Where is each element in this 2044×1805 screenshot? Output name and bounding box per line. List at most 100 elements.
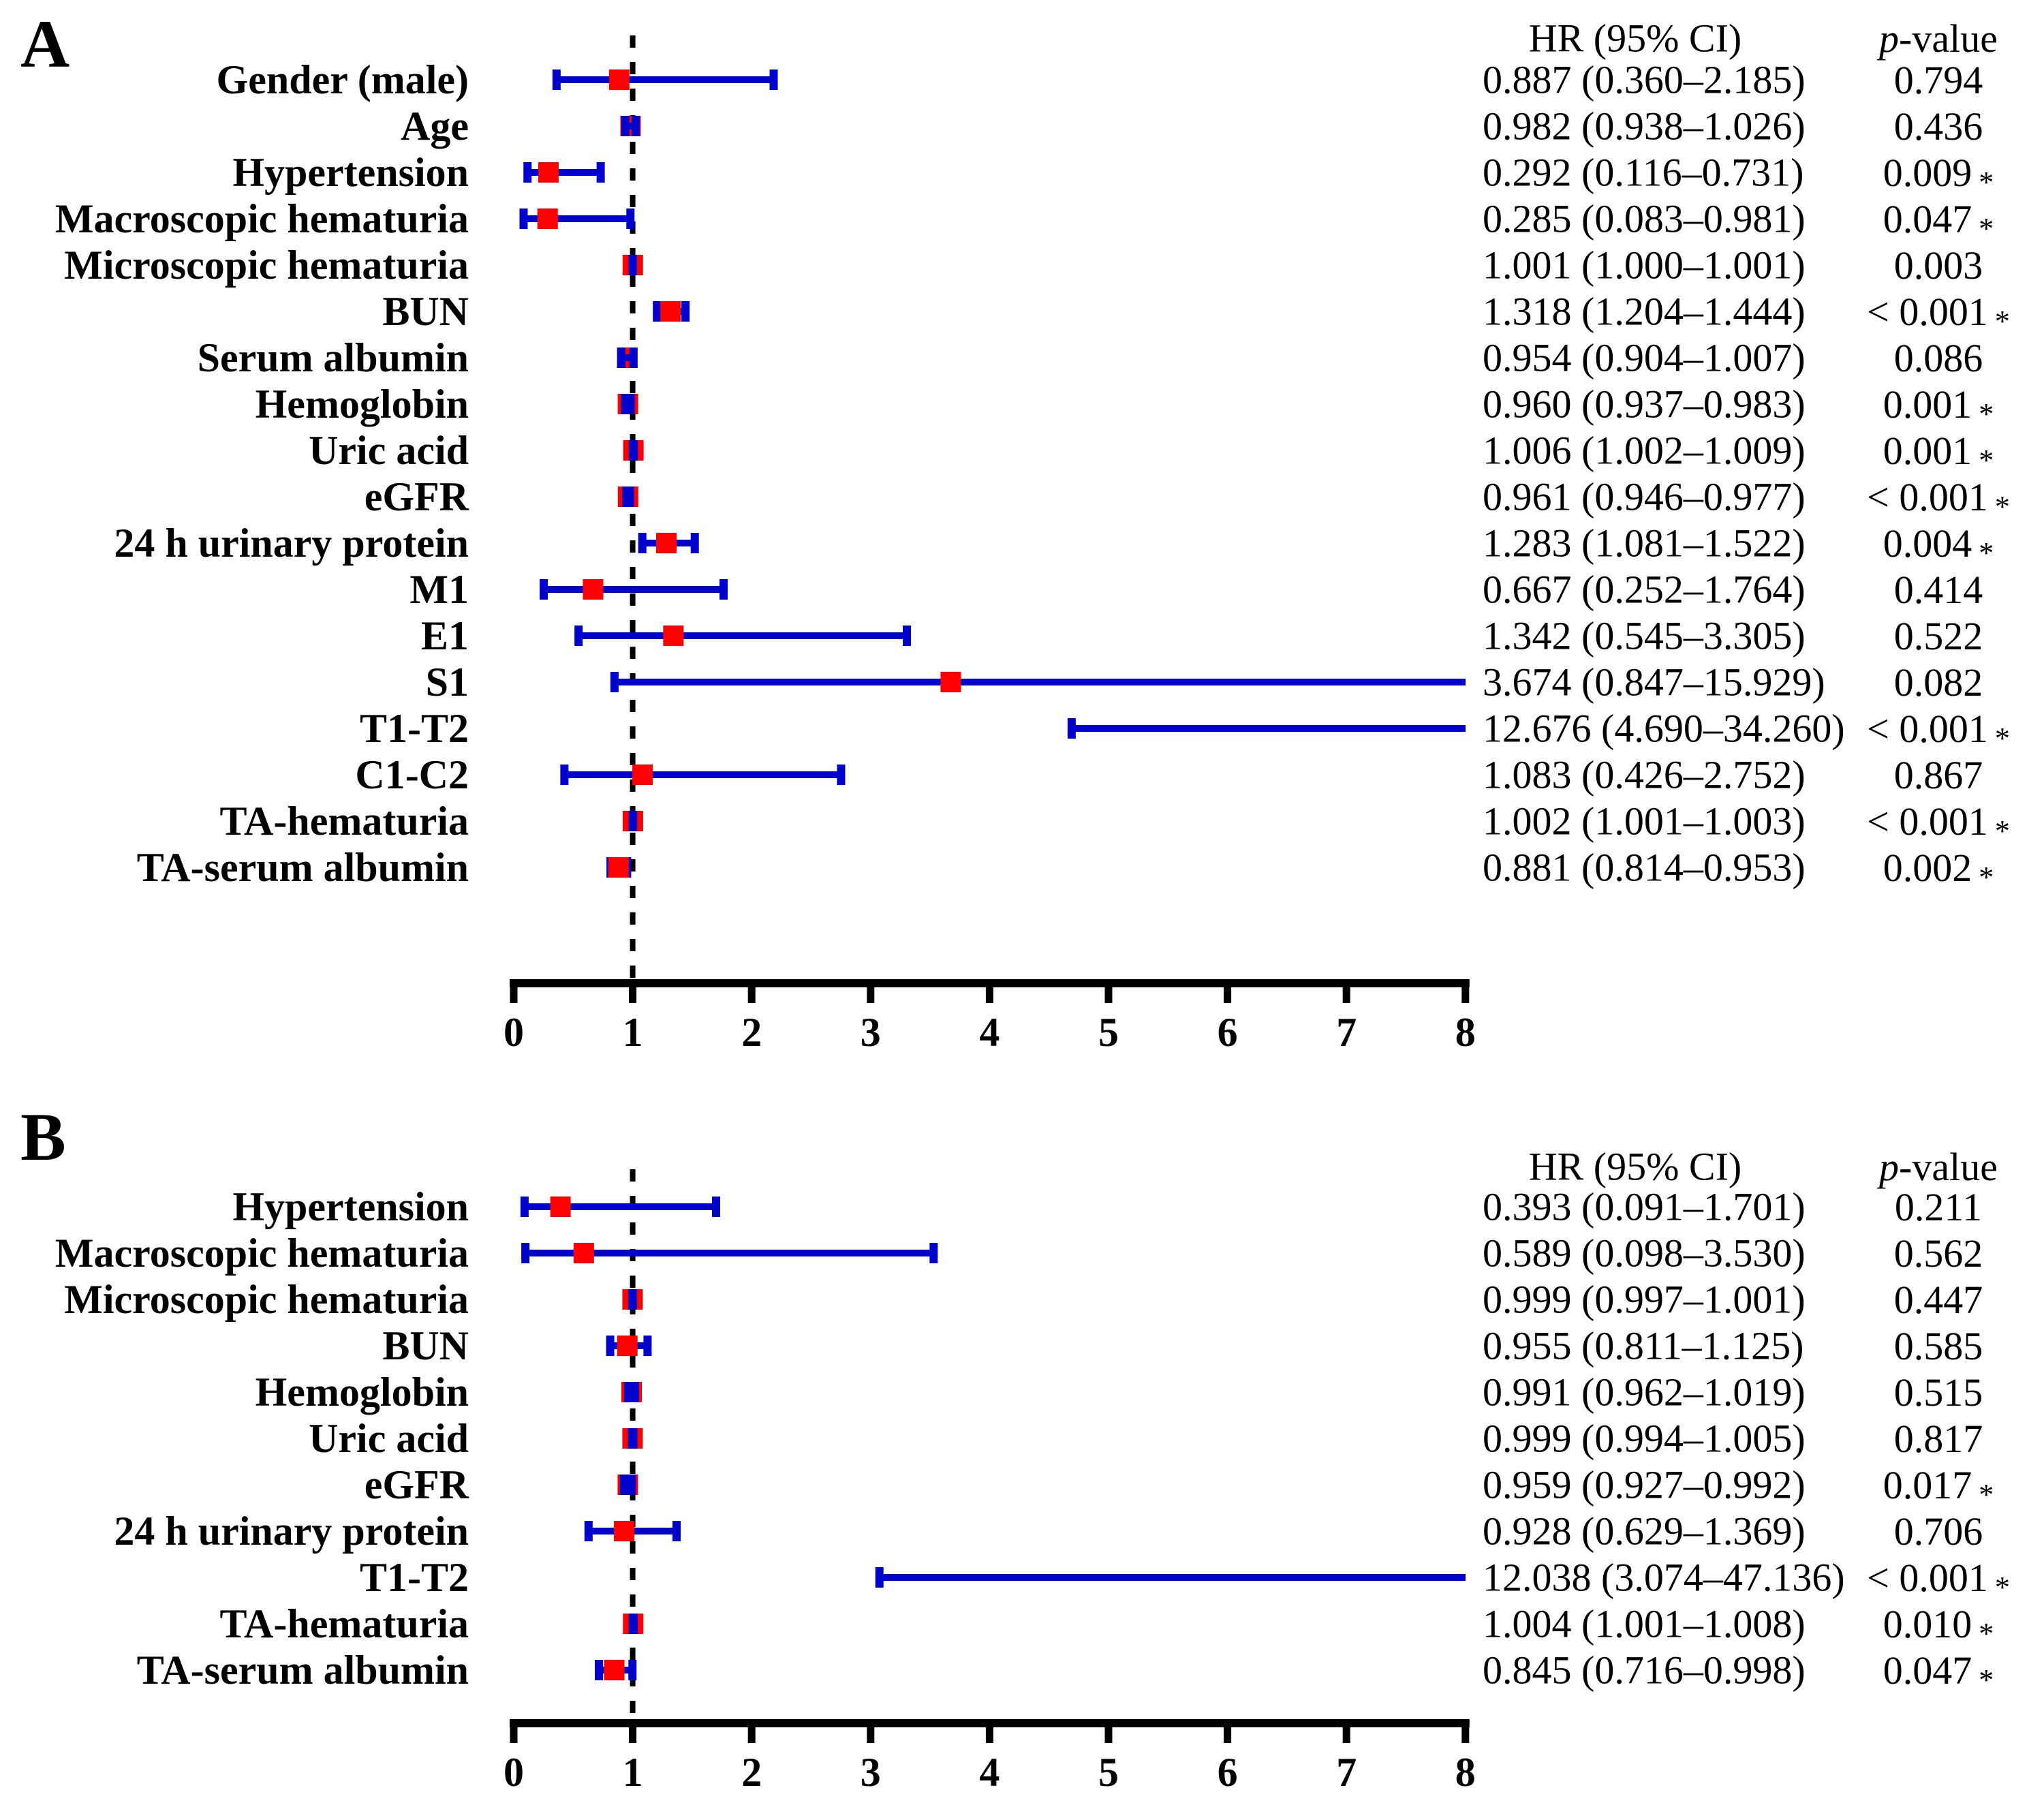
- ci-cap-left: [539, 579, 548, 600]
- row-label: Microscopic hematuria: [64, 243, 469, 288]
- ci-cap-right: [629, 348, 638, 368]
- forest-row: 24 h urinary protein 0.928 (0.629–1.369) 0…: [114, 1509, 1983, 1554]
- hr-ci-value: 0.887 (0.360–2.185): [1483, 58, 1806, 102]
- row-label: Macroscopic hematuria: [55, 196, 469, 241]
- row-label: M1: [409, 567, 469, 612]
- ci-cap-right: [628, 1475, 636, 1495]
- hr-ci-value: 0.393 (0.091–1.701): [1483, 1185, 1806, 1229]
- x-axis-tick-label: 3: [861, 1010, 881, 1055]
- x-axis-tick-label: 7: [1336, 1750, 1357, 1795]
- row-label: Serum albumin: [198, 335, 469, 380]
- ci-cap-right: [690, 533, 699, 553]
- x-axis-tick-label: 6: [1218, 1010, 1238, 1055]
- x-axis-tick-label: 8: [1455, 1010, 1476, 1055]
- significance-star: *: [1995, 814, 2010, 848]
- panel-B: B HR (95% CI) p-value Hypertension 0.393 (0.…: [20, 1099, 2010, 1795]
- p-value: 0.010 *: [1883, 1602, 1994, 1650]
- forest-row: Age 0.982 (0.938–1.026) 0.436: [401, 104, 1983, 149]
- significance-star: *: [1979, 212, 1994, 245]
- x-axis-tick-label: 1: [623, 1010, 643, 1055]
- p-value: 0.817: [1894, 1417, 1983, 1461]
- p-value: 0.585: [1894, 1324, 1983, 1368]
- forest-row: eGFR 0.961 (0.946–0.977) < 0.001 *: [365, 474, 2010, 523]
- ci-cap-right: [629, 1614, 638, 1634]
- ci-cap-right: [681, 301, 690, 322]
- ci-cap-right: [626, 209, 635, 229]
- row-label: C1-C2: [355, 752, 469, 797]
- p-value: 0.009 *: [1883, 151, 1994, 199]
- panel-letter: A: [20, 6, 69, 82]
- row-label: Hemoglobin: [256, 1370, 469, 1415]
- hr-point-marker: [614, 1521, 635, 1541]
- column-header-p-value: p-value: [1876, 16, 1998, 61]
- forest-row: 24 h urinary protein 1.283 (1.081–1.522) 0…: [114, 521, 1994, 570]
- forest-row: C1-C2 1.083 (0.426–2.752) 0.867: [355, 752, 1983, 797]
- hr-ci-value: 1.002 (1.001–1.003): [1483, 799, 1806, 844]
- p-value: 0.003: [1894, 243, 1983, 288]
- ci-cap-right: [643, 1336, 652, 1356]
- forest-row: Microscopic hematuria 1.001 (1.000–1.001)…: [64, 243, 1983, 288]
- hr-point-marker: [617, 1336, 638, 1356]
- ci-cap-right: [630, 440, 638, 461]
- row-label: TA-hematuria: [219, 799, 469, 844]
- p-value: 0.017 *: [1883, 1463, 1994, 1511]
- ci-cap-left: [621, 116, 630, 136]
- ci-cap-left: [520, 1197, 529, 1217]
- x-axis-tick-label: 0: [504, 1750, 524, 1795]
- significance-star: *: [1979, 1617, 1994, 1650]
- ci-cap-right: [628, 1660, 637, 1680]
- hr-ci-value: 0.881 (0.814–0.953): [1483, 846, 1806, 890]
- forest-row: Hemoglobin 0.991 (0.962–1.019) 0.515: [256, 1370, 1983, 1415]
- ci-cap-left: [610, 672, 619, 692]
- row-label: T1-T2: [360, 706, 469, 751]
- hr-ci-value: 0.955 (0.811–1.125): [1483, 1324, 1803, 1368]
- forest-row: S1 3.674 (0.847–15.929) 0.082: [426, 660, 1983, 705]
- hr-ci-value: 12.038 (3.074–47.136): [1483, 1556, 1845, 1600]
- ci-cap-left: [521, 1243, 530, 1263]
- hr-point-marker: [632, 765, 653, 785]
- hr-ci-value: 0.991 (0.962–1.019): [1483, 1370, 1806, 1415]
- ci-cap-left: [584, 1521, 593, 1541]
- p-value: 0.001 *: [1883, 429, 1994, 477]
- column-header-hr-ci: HR (95% CI): [1529, 16, 1742, 61]
- p-value: < 0.001 *: [1867, 799, 2010, 848]
- x-axis-tick-label: 2: [741, 1010, 762, 1055]
- ci-cap-left: [653, 301, 662, 322]
- forest-row: Gender (male) 0.887 (0.360–2.185) 0.794: [217, 57, 1983, 102]
- row-label: Hemoglobin: [256, 382, 469, 427]
- hr-ci-value: 3.674 (0.847–15.929): [1483, 660, 1825, 705]
- ci-cap-right: [769, 70, 778, 90]
- p-value: 0.515: [1894, 1370, 1983, 1415]
- significance-star: *: [1979, 397, 1994, 431]
- hr-ci-value: 0.589 (0.098–3.530): [1483, 1231, 1806, 1276]
- column-header-p-value: p-value: [1876, 1145, 1998, 1189]
- hr-ci-value: 0.954 (0.904–1.007): [1483, 336, 1806, 380]
- forest-row: T1-T2 12.676 (4.690–34.260) < 0.001 *: [360, 706, 2010, 755]
- column-header-hr-ci: HR (95% CI): [1529, 1145, 1742, 1189]
- p-value: 0.002 *: [1883, 846, 1994, 894]
- p-value: 0.211: [1895, 1185, 1982, 1229]
- significance-star: *: [1979, 1663, 1994, 1697]
- forest-row: eGFR 0.959 (0.927–0.992) 0.017 *: [365, 1462, 1994, 1511]
- hr-point-marker: [660, 301, 681, 322]
- p-value: 0.447: [1894, 1278, 1983, 1322]
- p-value: 0.047 *: [1883, 197, 1994, 245]
- ci-cap-left: [606, 1336, 615, 1356]
- significance-star: *: [1979, 1478, 1994, 1511]
- p-value: 0.522: [1894, 614, 1983, 658]
- hr-point-marker: [550, 1197, 571, 1217]
- ci-cap-right: [711, 1197, 720, 1217]
- panel-letter: B: [20, 1099, 66, 1175]
- hr-ci-value: 0.285 (0.083–0.981): [1483, 197, 1806, 241]
- hr-ci-value: 0.292 (0.116–0.731): [1483, 151, 1803, 195]
- x-axis-tick-label: 2: [741, 1750, 762, 1795]
- hr-ci-value: 0.928 (0.629–1.369): [1483, 1509, 1806, 1554]
- forest-row: Uric acid 1.006 (1.002–1.009) 0.001 *: [309, 428, 1994, 477]
- x-axis-tick-label: 0: [504, 1010, 524, 1055]
- ci-cap-right: [628, 255, 637, 275]
- x-axis-tick-label: 4: [979, 1750, 1000, 1795]
- hr-point-marker: [608, 70, 630, 90]
- panel-A: A HR (95% CI) p-value Gender (male) 0.887 (0…: [20, 6, 2010, 1055]
